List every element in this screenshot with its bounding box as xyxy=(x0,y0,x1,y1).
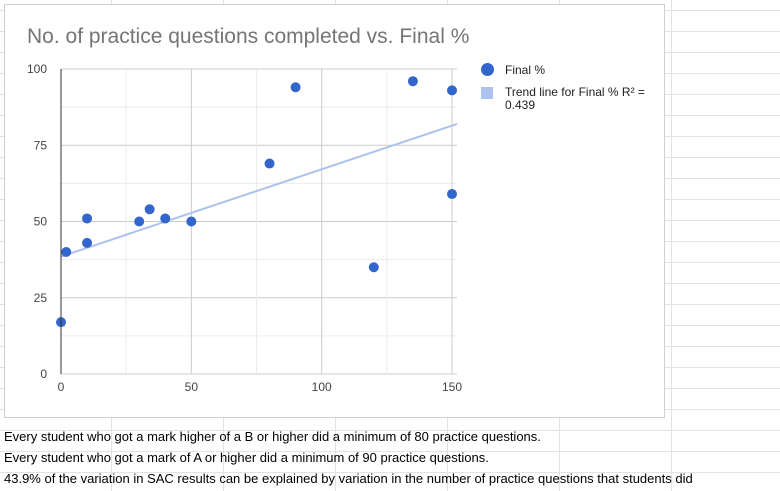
note-row[interactable]: Every student who got a mark of A or hig… xyxy=(4,450,489,465)
y-tick-label: 75 xyxy=(34,138,48,152)
y-tick-labels: 0 25 50 75 100 xyxy=(27,62,47,381)
scatter-plot: 0 25 50 75 100 0 50 100 150 xyxy=(27,62,463,394)
y-tick-label: 50 xyxy=(34,215,48,229)
note-row[interactable]: 43.9% of the variation in SAC results ca… xyxy=(4,471,693,486)
x-tick-label: 0 xyxy=(58,380,65,394)
data-point xyxy=(134,216,145,227)
y-tick-label: 25 xyxy=(34,291,48,305)
legend-dot-icon xyxy=(481,63,494,76)
notes-list: Every student who got a mark higher of a… xyxy=(0,426,780,489)
legend: Final % Trend line for Final % R² = 0.43… xyxy=(479,63,659,121)
legend-item-final[interactable]: Final % xyxy=(479,63,659,77)
legend-label-trendline: Trend line for Final % R² = 0.439 xyxy=(505,85,645,112)
data-point xyxy=(447,189,457,200)
x-tick-labels: 0 50 100 150 xyxy=(58,380,463,394)
data-point xyxy=(368,262,379,273)
gridlines xyxy=(60,68,457,375)
data-point xyxy=(160,213,171,224)
legend-item-trendline[interactable]: Trend line for Final % R² = 0.439 xyxy=(479,86,659,112)
note-row[interactable]: Every student who got a mark higher of a… xyxy=(4,429,541,444)
x-tick-label: 50 xyxy=(185,380,199,394)
legend-square-icon xyxy=(481,87,493,99)
data-point xyxy=(264,158,275,169)
trendline-group xyxy=(60,122,458,258)
trendline xyxy=(60,122,458,258)
chart-title: No. of practice questions completed vs. … xyxy=(27,25,470,48)
data-point xyxy=(186,216,197,227)
data-point xyxy=(82,237,93,248)
data-point xyxy=(407,76,418,87)
data-points xyxy=(56,76,457,328)
data-point xyxy=(144,204,155,215)
data-point xyxy=(290,82,301,93)
data-point xyxy=(61,247,72,257)
x-tick-label: 150 xyxy=(442,380,462,394)
y-tick-label: 0 xyxy=(40,367,47,381)
data-point xyxy=(82,213,93,224)
y-tick-label: 100 xyxy=(27,62,47,76)
chart-container[interactable]: No. of practice questions completed vs. … xyxy=(4,4,665,418)
data-point xyxy=(447,85,457,96)
x-tick-label: 100 xyxy=(312,380,332,394)
legend-label-final: Final % xyxy=(505,63,546,77)
